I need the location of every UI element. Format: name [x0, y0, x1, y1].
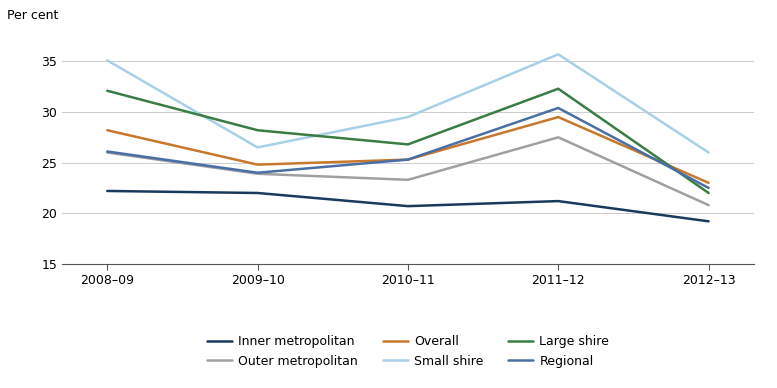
Regional: [704, 185, 713, 190]
Regional: [103, 149, 112, 154]
Large shire: [553, 87, 563, 91]
Outer metropolitan: [704, 203, 713, 208]
Regional: [553, 106, 563, 110]
Small shire: [553, 52, 563, 57]
Inner metropolitan: [704, 219, 713, 223]
Regional: [253, 170, 263, 175]
Inner metropolitan: [553, 199, 563, 203]
Small shire: [103, 58, 112, 63]
Overall: [103, 128, 112, 133]
Line: Regional: Regional: [107, 108, 709, 188]
Line: Overall: Overall: [107, 117, 709, 183]
Legend: Inner metropolitan, Outer metropolitan, Overall, Small shire, Large shire, Regio: Inner metropolitan, Outer metropolitan, …: [207, 335, 609, 367]
Overall: [253, 162, 263, 167]
Line: Outer metropolitan: Outer metropolitan: [107, 137, 709, 205]
Inner metropolitan: [253, 191, 263, 195]
Small shire: [403, 115, 413, 120]
Line: Small shire: Small shire: [107, 54, 709, 152]
Outer metropolitan: [253, 171, 263, 176]
Large shire: [103, 88, 112, 93]
Outer metropolitan: [553, 135, 563, 140]
Text: Per cent: Per cent: [7, 9, 58, 22]
Overall: [704, 180, 713, 185]
Inner metropolitan: [103, 189, 112, 193]
Large shire: [704, 191, 713, 195]
Line: Large shire: Large shire: [107, 89, 709, 193]
Inner metropolitan: [403, 204, 413, 208]
Overall: [553, 115, 563, 120]
Regional: [403, 157, 413, 162]
Outer metropolitan: [403, 177, 413, 182]
Small shire: [704, 150, 713, 155]
Overall: [403, 157, 413, 162]
Line: Inner metropolitan: Inner metropolitan: [107, 191, 709, 221]
Large shire: [253, 128, 263, 133]
Outer metropolitan: [103, 150, 112, 155]
Small shire: [253, 145, 263, 150]
Large shire: [403, 142, 413, 147]
